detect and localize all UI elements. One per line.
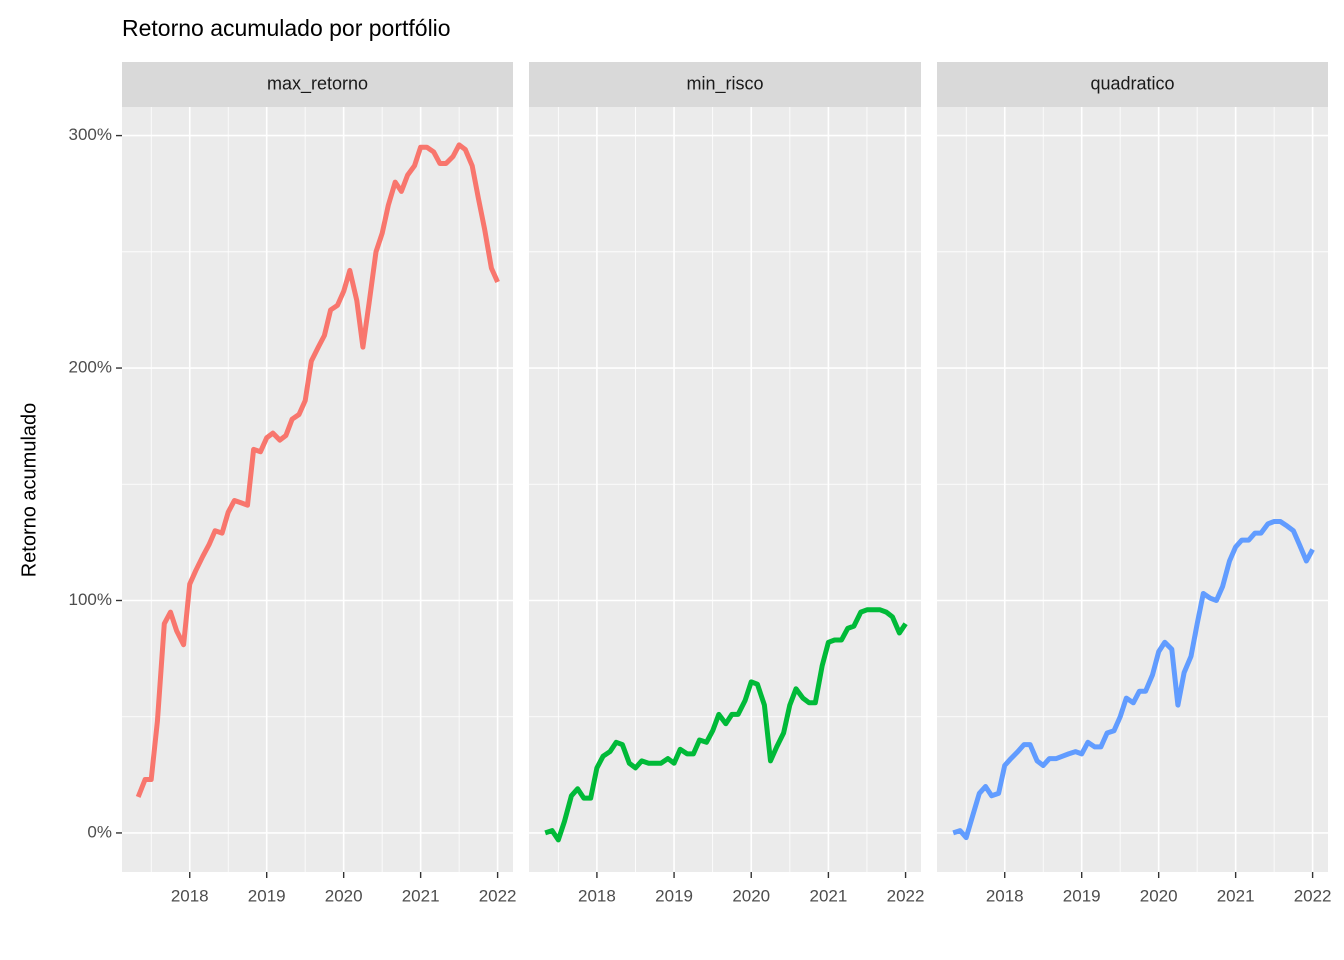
- y-tick-label: 100%: [69, 590, 112, 609]
- panel-background: [937, 107, 1328, 872]
- x-tick-label: 2020: [1140, 886, 1178, 905]
- series-line: [952, 519, 1315, 841]
- series-line: [544, 607, 908, 843]
- panel-background: [529, 107, 921, 872]
- y-tick-label: 300%: [69, 125, 112, 144]
- x-tick-label: 2018: [171, 886, 209, 905]
- strip-label: min_risco: [686, 73, 763, 94]
- x-tick-label: 2019: [248, 886, 286, 905]
- y-tick-label: 0%: [87, 822, 112, 841]
- strip-label: quadratico: [1090, 73, 1174, 93]
- x-tick-label: 2018: [986, 886, 1024, 905]
- strip: [529, 62, 921, 107]
- x-tick-label: 2021: [402, 886, 440, 905]
- y-axis-label: Retorno acumulado: [18, 403, 40, 578]
- strip: [937, 62, 1328, 107]
- x-tick-label: 2022: [887, 886, 925, 905]
- x-tick-label: 2019: [655, 886, 693, 905]
- x-tick-label: 2019: [1063, 886, 1101, 905]
- x-tick-label: 2020: [325, 886, 363, 905]
- x-tick-label: 2018: [578, 886, 616, 905]
- x-tick-label: 2022: [479, 886, 517, 905]
- series-line: [135, 142, 500, 798]
- chart-title: Retorno acumulado por portfólio: [122, 15, 451, 41]
- x-tick-label: 2021: [809, 886, 847, 905]
- x-tick-label: 2021: [1217, 886, 1255, 905]
- strip: [122, 62, 513, 107]
- y-tick-label: 200%: [69, 358, 112, 377]
- strip-label: max_retorno: [267, 73, 368, 94]
- x-tick-label: 2022: [1294, 886, 1332, 905]
- x-tick-label: 2020: [732, 886, 770, 905]
- panel-background: [122, 107, 513, 872]
